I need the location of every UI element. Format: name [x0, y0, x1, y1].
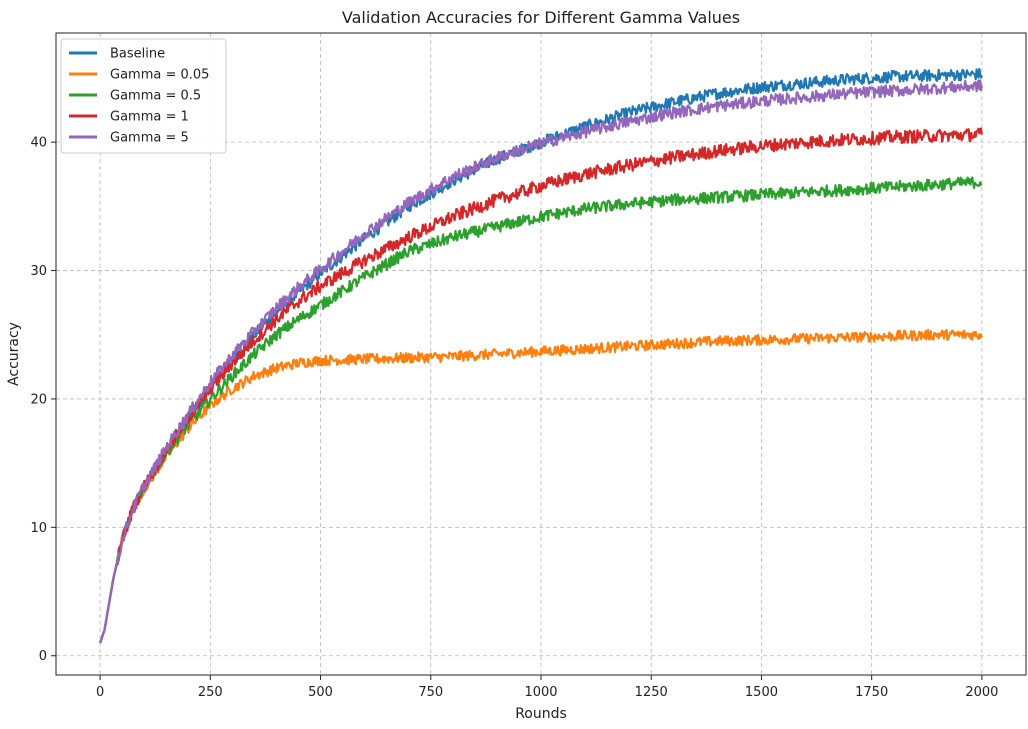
y-axis-label: Accuracy — [6, 322, 22, 386]
x-tick-label: 500 — [308, 685, 333, 700]
legend-label: Gamma = 0.05 — [110, 68, 209, 83]
y-axis-ticks: 0 10 20 30 40 — [30, 136, 56, 664]
x-tick-label: 1750 — [855, 685, 888, 700]
x-tick-label: 750 — [418, 685, 443, 700]
series-line-1 — [99, 328, 983, 644]
x-axis-label: Rounds — [515, 706, 567, 722]
legend-label: Gamma = 0.5 — [110, 89, 201, 104]
x-tick-label: 250 — [198, 685, 223, 700]
y-tick-label: 20 — [30, 392, 47, 407]
x-tick-label: 2000 — [965, 685, 998, 700]
chart-title: Validation Accuracies for Different Gamm… — [342, 8, 740, 27]
y-tick-label: 10 — [30, 521, 47, 536]
legend-label: Baseline — [110, 47, 165, 62]
x-tick-label: 1500 — [745, 685, 778, 700]
legend-box — [60, 38, 227, 154]
series-line-3 — [99, 127, 983, 644]
legend-label: Gamma = 1 — [110, 110, 189, 125]
x-tick-label: 1000 — [524, 685, 557, 700]
series-line-2 — [99, 176, 983, 644]
y-tick-label: 30 — [30, 264, 47, 279]
series-lines — [99, 67, 983, 644]
x-axis-ticks: 0 250 500 750 1000 1250 1500 1750 2000 — [96, 675, 998, 700]
legend-label: Gamma = 5 — [110, 131, 189, 146]
y-tick-label: 40 — [30, 136, 47, 151]
y-tick-label: 0 — [39, 649, 47, 664]
x-tick-label: 1250 — [635, 685, 668, 700]
series-line-4 — [99, 79, 983, 644]
x-tick-label: 0 — [96, 685, 104, 700]
legend: Baseline Gamma = 0.05 Gamma = 0.5 Gamma = 1… — [60, 38, 227, 154]
